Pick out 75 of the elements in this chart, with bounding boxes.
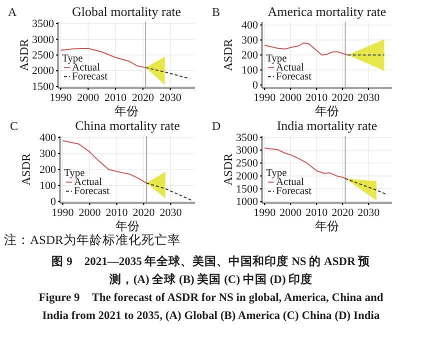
x-tick-label: 2020 <box>332 92 354 104</box>
legend-label: Actual <box>276 177 304 188</box>
x-tick-label: 2010 <box>104 92 128 104</box>
y-tick-label: 2000 <box>236 170 258 182</box>
x-tick-label: 2010 <box>106 206 128 219</box>
caption: 图 9 2021—2035 年全球、美国、中国和印度 NS 的 ASDR 预 <box>52 254 372 268</box>
legend-label: Actual <box>276 62 304 74</box>
x-tick-label: 2010 <box>306 206 328 219</box>
x-tick-label: 1990 <box>52 206 74 219</box>
text: A <box>8 5 17 19</box>
x-tick-label: 2030 <box>159 92 182 104</box>
y-axis-title: ASDR <box>17 38 31 72</box>
y-tick-label: 400 <box>242 20 258 32</box>
y-tick-label: 1000 <box>236 196 258 208</box>
chart-title: America mortality rate <box>268 4 386 19</box>
legend-title: Type <box>266 54 288 65</box>
x-tick-label: 1990 <box>254 206 276 219</box>
chart-title: China mortality rate <box>75 118 180 133</box>
x-tick-label: 1990 <box>254 92 276 104</box>
legend-label: Forecast <box>276 186 312 198</box>
legend-title: Type <box>64 168 86 180</box>
x-axis-title: 年份 <box>116 219 140 233</box>
legend-label: Actual <box>74 177 102 188</box>
legend-title: Type <box>62 54 84 65</box>
y-axis-title: ASDR <box>221 153 235 186</box>
text: India from 2021 to 2035, (A) Global (B) America (C) China (D) India <box>42 310 380 322</box>
y-tick-label: 3000 <box>32 34 54 46</box>
x-tick-label: 2030 <box>160 206 182 219</box>
y-tick-label: 1500 <box>236 183 258 196</box>
line-series <box>264 42 348 56</box>
legend-title: Type <box>266 168 288 180</box>
x-tick-label: 2030 <box>358 92 380 104</box>
x-tick-label: 2000 <box>280 92 302 104</box>
y-tick-label: 100 <box>242 64 258 77</box>
legend-label: Forecast <box>72 72 108 83</box>
y-tick-label: 0 <box>252 80 258 92</box>
x-tick-label: 2030 <box>358 206 380 219</box>
y-tick-label: 2500 <box>236 158 258 170</box>
x-axis-title: 年份 <box>315 104 339 118</box>
y-axis-title: ASDR <box>221 38 235 72</box>
legend-label: Forecast <box>276 72 312 83</box>
x-tick-label: 1990 <box>50 92 72 104</box>
y-axis-title: ASDR <box>19 153 33 186</box>
x-tick-label: 2000 <box>280 206 302 219</box>
y-tick-label: 300 <box>242 34 258 47</box>
y-tick-label: 2000 <box>32 65 54 78</box>
y-tick-label: 200 <box>40 164 56 176</box>
x-tick-label: 2010 <box>306 92 328 104</box>
y-tick-label: 200 <box>242 50 258 62</box>
text: B <box>212 5 220 19</box>
legend-label: Forecast <box>74 186 110 198</box>
chart-title: India mortality rate <box>276 118 378 133</box>
y-tick-label: 3000 <box>236 144 258 157</box>
y-tick-label: 100 <box>40 180 56 192</box>
text: C <box>10 119 18 133</box>
caption: Figure 9 The forecast of ASDR for NS in global, America, China and <box>38 292 384 304</box>
x-axis-title: 年份 <box>315 219 339 233</box>
text: 注：ASDR为年龄标准化死亡率 <box>4 232 180 247</box>
x-tick-label: 2020 <box>132 206 156 219</box>
legend-label: Actual <box>72 62 100 74</box>
y-tick-label: 400 <box>40 132 56 144</box>
y-tick-label: 1500 <box>32 80 54 93</box>
x-tick-label: 2020 <box>332 206 354 219</box>
y-tick-label: 3500 <box>236 132 258 144</box>
x-axis-title: 年份 <box>114 104 138 118</box>
x-tick-label: 2000 <box>78 206 102 219</box>
y-tick-label: 300 <box>40 148 56 160</box>
text: D <box>212 119 221 133</box>
y-tick-label: 2500 <box>32 50 54 62</box>
chart-title: Global mortality rate <box>72 4 182 19</box>
text: 测，(A) 全球 (B) 美国 (C) 中国 (D) 印度 <box>108 272 313 286</box>
x-tick-label: 2020 <box>132 92 154 104</box>
x-tick-label: 2000 <box>77 92 100 104</box>
y-tick-label: 3500 <box>32 18 54 30</box>
y-tick-label: 0 <box>50 196 56 208</box>
